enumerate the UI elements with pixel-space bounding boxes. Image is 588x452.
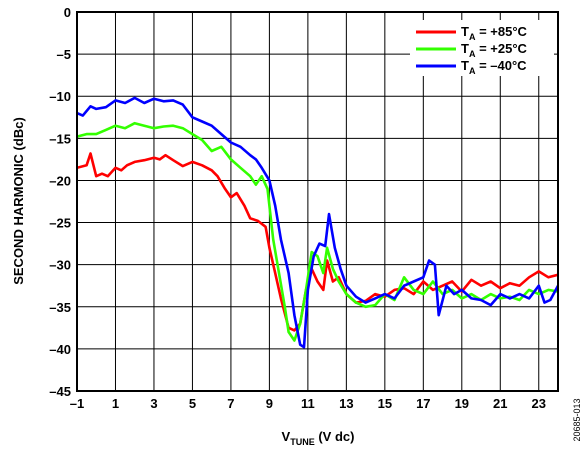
x-tick-label: 3: [150, 396, 157, 411]
y-tick-label: –5: [57, 47, 71, 62]
y-tick-label: 0: [64, 5, 71, 20]
y-tick-label: –25: [49, 216, 71, 231]
y-tick-label: –45: [49, 384, 71, 399]
series-line-2: [77, 121, 558, 342]
x-axis-title: VTUNE (V dc): [282, 429, 355, 447]
x-tick-label: 9: [266, 396, 273, 411]
legend-label-3: TA = –40°C: [461, 58, 527, 76]
x-tick-label: 19: [455, 396, 469, 411]
x-axis-title-sub: TUNE: [290, 437, 315, 447]
x-tick-label: –1: [70, 396, 84, 411]
x-tick-label: 17: [416, 396, 430, 411]
y-tick-label: –20: [49, 173, 71, 188]
series-layer: [77, 96, 558, 349]
legend-label-1: TA = +85°C: [461, 24, 528, 42]
y-tick-label: –35: [49, 300, 71, 315]
x-tick-label: 13: [339, 396, 353, 411]
series-line-3: [77, 96, 558, 349]
x-axis-title-main: V: [282, 429, 291, 444]
x-tick-label: 1: [112, 396, 119, 411]
y-tick-label: –15: [49, 131, 71, 146]
x-axis-title-rest: (V dc): [315, 429, 355, 444]
y-tick-label: –40: [49, 342, 71, 357]
x-tick-label: 15: [378, 396, 392, 411]
figure-id: 20685-013: [572, 398, 582, 441]
y-axis-title: SECOND HARMONIC (dBc): [11, 117, 26, 285]
plot-frame: [76, 11, 559, 392]
legend: TA = +85°CTA = +25°CTA = –40°C: [410, 20, 554, 76]
x-tick-label: 23: [532, 396, 546, 411]
y-tick-label: –10: [49, 89, 71, 104]
series-line-1: [77, 152, 558, 332]
x-tick-label: 11: [301, 396, 315, 411]
x-tick-label: 7: [227, 396, 234, 411]
x-tick-label: 5: [189, 396, 196, 411]
legend-label-2: TA = +25°C: [461, 41, 528, 59]
tick-labels: –1 1 3 5 7 9 11 13 15 17 19 21 230–5–10–15–20–25–30–…: [49, 5, 546, 411]
y-tick-label: –30: [49, 258, 71, 273]
x-tick-label: 21: [493, 396, 507, 411]
